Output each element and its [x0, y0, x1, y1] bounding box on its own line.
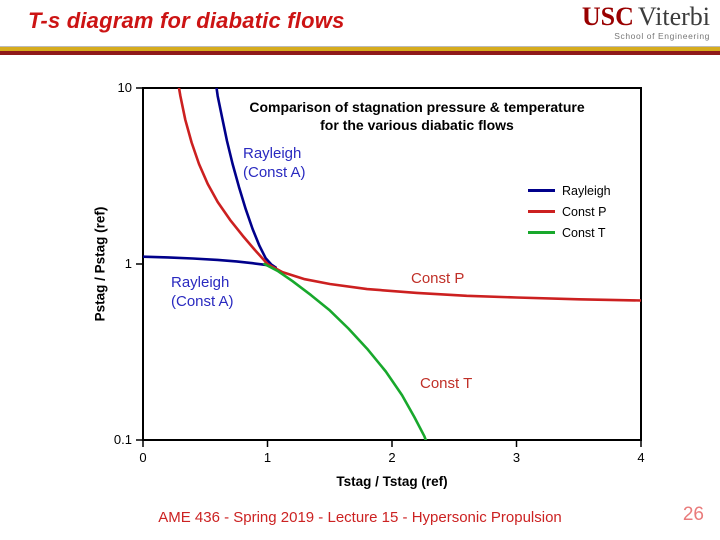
- x-tick-label: 1: [263, 450, 272, 465]
- series-const-p: [177, 88, 641, 302]
- logo-viterbi-text: Viterbi: [637, 2, 710, 31]
- x-tick-label: 2: [388, 450, 396, 465]
- separator-maroon-bar: [0, 51, 720, 55]
- x-tick-label: 3: [512, 450, 521, 465]
- plot-border: [142, 87, 642, 441]
- x-tick-label: 4: [637, 450, 645, 465]
- x-axis-title: Tstag / Tstag (ref): [336, 474, 448, 489]
- logo-school-text: School of Engineering: [614, 31, 710, 41]
- y-tick-label: 10: [117, 80, 132, 95]
- page-number: 26: [682, 504, 704, 525]
- x-tick-label: 0: [139, 450, 147, 465]
- usc-viterbi-logo: USC Viterbi School of Engineering: [582, 4, 710, 42]
- series-rayleigh-subsonic-branch: [143, 255, 277, 269]
- ts-chart-plot: [136, 87, 642, 447]
- page-title: T-s diagram for diabatic flows: [28, 8, 345, 33]
- logo-usc-text: USC: [581, 2, 634, 31]
- footer-text: AME 436 - Spring 2019 - Lecture 15 - Hyp…: [158, 509, 562, 526]
- y-tick-label: 1: [124, 256, 132, 271]
- separator-gold-bar: [0, 46, 720, 51]
- series-const-t: [263, 262, 428, 440]
- series-rayleigh-supersonic-branch: [215, 88, 277, 269]
- logo-wordmark: USC Viterbi: [582, 4, 710, 30]
- y-tick-label: 0.1: [113, 432, 132, 447]
